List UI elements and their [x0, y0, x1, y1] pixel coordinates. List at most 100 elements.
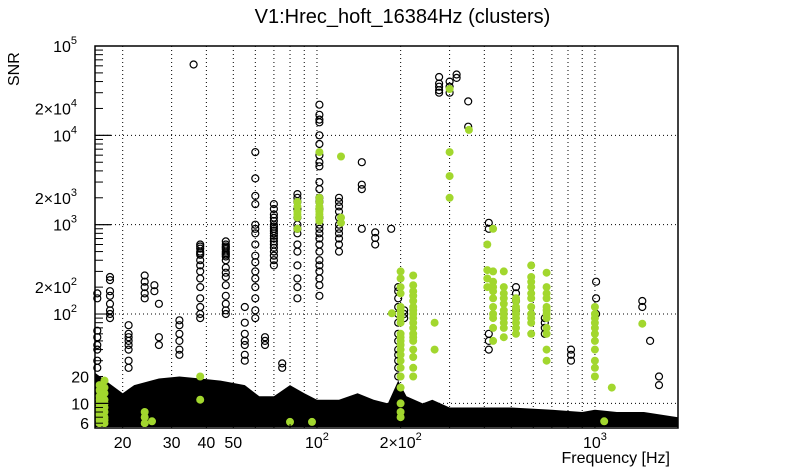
- data-point: [240, 302, 249, 312]
- data-point: [240, 356, 249, 365]
- selected-data-point: [542, 283, 551, 292]
- x-tick-label: 40: [197, 435, 215, 452]
- data-point: [315, 281, 324, 290]
- selected-data-point: [387, 309, 396, 318]
- data-point: [105, 291, 115, 300]
- y-tick-label: 105: [53, 35, 77, 56]
- selected-data-point: [590, 303, 599, 311]
- data-point: [105, 272, 115, 282]
- data-point: [357, 158, 366, 167]
- selected-data-point: [499, 283, 508, 292]
- data-point: [221, 291, 230, 300]
- selected-data-point: [337, 152, 345, 161]
- data-point: [251, 294, 260, 303]
- data-point: [240, 329, 249, 338]
- selected-data-point: [590, 323, 599, 332]
- data-point: [269, 256, 278, 265]
- data-point: [315, 100, 324, 109]
- data-point: [93, 294, 102, 303]
- data-point: [269, 261, 278, 270]
- data-point: [371, 240, 380, 249]
- data-point: [140, 289, 149, 298]
- data-point: [251, 224, 260, 233]
- data-point: [175, 345, 184, 354]
- data-point: [221, 252, 230, 261]
- data-point: [150, 287, 159, 296]
- selected-data-point: [542, 268, 551, 277]
- selected-data-point: [489, 224, 498, 233]
- data-point: [175, 329, 184, 338]
- y-tick-label: 2×103: [35, 187, 77, 208]
- data-point: [293, 240, 302, 249]
- selected-data-point: [396, 383, 405, 392]
- data-point: [251, 283, 260, 292]
- data-point: [484, 345, 493, 354]
- data-point: [566, 345, 576, 354]
- data-point: [315, 291, 324, 300]
- selected-data-point: [409, 297, 418, 305]
- data-point: [334, 197, 344, 206]
- selected-data-point: [590, 336, 599, 345]
- data-point: [566, 350, 576, 359]
- data-point: [278, 359, 287, 368]
- data-point: [175, 321, 184, 330]
- selected-data-point: [499, 299, 508, 308]
- data-point: [196, 283, 205, 292]
- data-point: [124, 363, 133, 372]
- y-tick-label: 102: [53, 303, 77, 324]
- y-tick-label: 20: [71, 369, 89, 386]
- data-point: [452, 70, 461, 79]
- data-point: [124, 356, 133, 365]
- data-point: [435, 82, 444, 91]
- selected-data-point: [499, 323, 508, 332]
- selected-data-point: [196, 372, 205, 381]
- data-point: [638, 296, 647, 306]
- data-point: [150, 281, 159, 290]
- data-point: [315, 131, 324, 140]
- data-point: [251, 148, 260, 157]
- data-point: [240, 336, 249, 345]
- data-point: [124, 345, 133, 354]
- data-point: [334, 229, 344, 238]
- selected-data-point: [489, 303, 498, 311]
- data-point: [196, 256, 205, 265]
- data-point: [221, 281, 230, 290]
- data-point: [196, 309, 205, 319]
- x-tick-label: 30: [163, 435, 181, 452]
- data-point: [293, 247, 302, 256]
- selected-data-point: [445, 193, 454, 202]
- y-tick-label: 6: [80, 416, 89, 433]
- selected-data-point: [396, 274, 405, 283]
- data-point: [654, 381, 664, 390]
- selected-data-point: [527, 261, 536, 270]
- data-point: [221, 268, 230, 277]
- selected-data-point: [396, 289, 405, 298]
- data-point: [93, 363, 102, 372]
- data-point: [315, 247, 324, 256]
- selected-data-point: [100, 389, 109, 398]
- data-point: [315, 185, 324, 194]
- data-point: [260, 333, 270, 342]
- data-point: [221, 263, 230, 272]
- selected-data-point: [542, 356, 551, 365]
- selected-data-point: [409, 372, 418, 381]
- data-point: [251, 174, 260, 183]
- data-point: [334, 234, 344, 243]
- data-point: [645, 336, 655, 345]
- selected-data-point: [542, 294, 551, 303]
- selected-data-point: [542, 314, 551, 323]
- data-point: [196, 302, 205, 312]
- selected-data-point: [409, 345, 418, 354]
- selected-data-point: [409, 353, 418, 361]
- data-point: [251, 267, 260, 276]
- data-point: [251, 200, 260, 209]
- data-point: [196, 250, 205, 259]
- data-point: [315, 261, 324, 270]
- selected-data-point: [396, 356, 405, 365]
- selected-data-point: [489, 294, 498, 303]
- selected-data-point: [464, 125, 473, 134]
- selected-data-point: [590, 372, 599, 381]
- chart-title: V1:Hrec_hoft_16384Hz (clusters): [254, 6, 551, 28]
- data-point: [251, 274, 260, 283]
